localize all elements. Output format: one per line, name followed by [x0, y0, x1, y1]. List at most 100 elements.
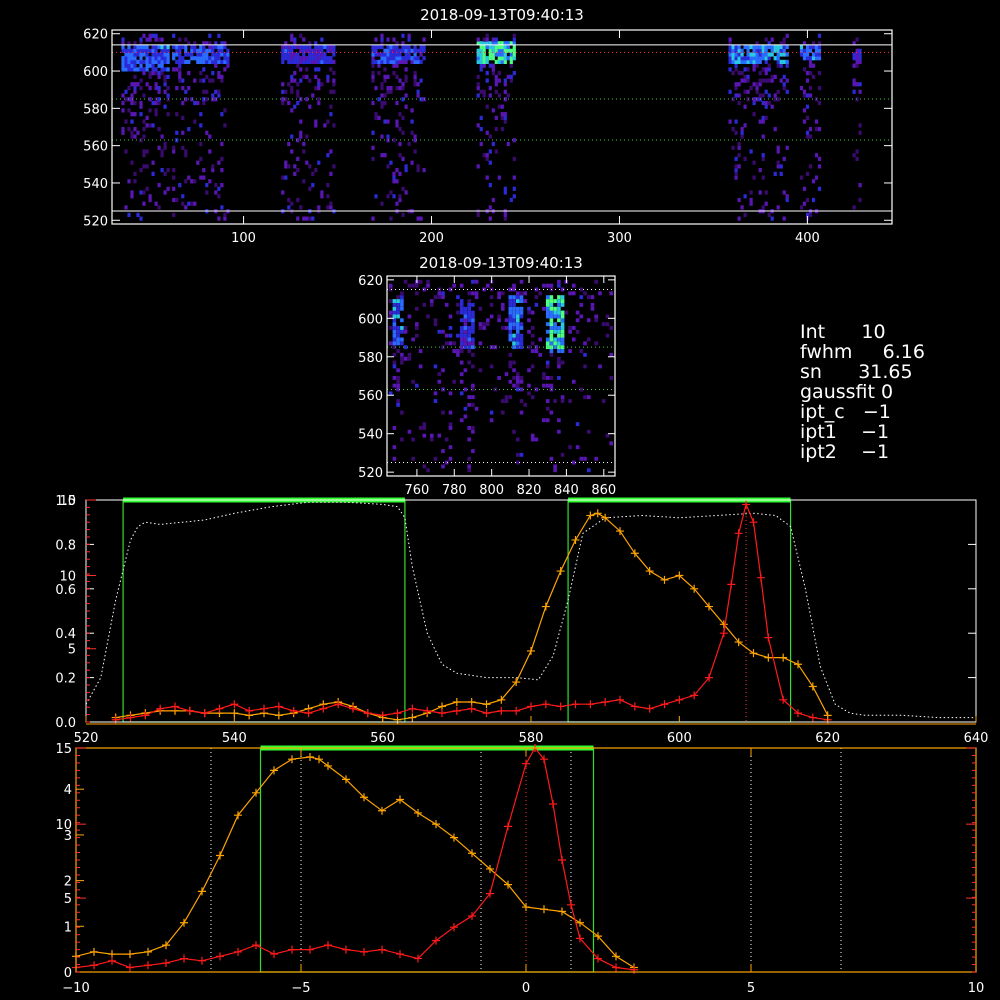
- heatmap-cell: [127, 67, 131, 72]
- heatmap-cell: [166, 48, 170, 53]
- heatmap-cell: [433, 391, 438, 396]
- data-point: [468, 849, 476, 858]
- heatmap-cell: [512, 337, 516, 342]
- heatmap-cell: [782, 52, 786, 57]
- heatmap-cell: [211, 44, 215, 50]
- heatmap-cell: [214, 63, 218, 68]
- heatmap-cell: [392, 302, 397, 307]
- heatmap-cell: [553, 310, 557, 315]
- heatmap-cell: [485, 175, 489, 180]
- heatmap-cell: [471, 352, 475, 357]
- heatmap-cell: [761, 153, 765, 158]
- heatmap-cell: [506, 74, 510, 79]
- heatmap-cell: [389, 190, 393, 195]
- heatmap-cell: [205, 41, 209, 46]
- heatmap-cell: [396, 399, 400, 403]
- heatmap-cell: [852, 205, 856, 210]
- heatmap-cell: [392, 337, 397, 342]
- heatmap-cell: [299, 33, 303, 38]
- heatmap-cell: [494, 59, 498, 64]
- heatmap-cell: [553, 322, 557, 327]
- heatmap-cell: [386, 52, 390, 57]
- heatmap-cell: [590, 306, 595, 311]
- heatmap-cell: [471, 345, 475, 350]
- heatmap-cell: [302, 149, 306, 154]
- heatmap-cell: [407, 44, 411, 50]
- heatmap-cell: [302, 52, 306, 57]
- heatmap-cell: [374, 194, 378, 199]
- data-point: [616, 695, 624, 704]
- heatmap-cell: [808, 164, 813, 169]
- heatmap-cell: [482, 287, 486, 292]
- heatmap-cell: [459, 333, 464, 338]
- heatmap-cell: [500, 44, 504, 50]
- heatmap-cell: [557, 360, 561, 365]
- heatmap-cell: [549, 456, 554, 461]
- heatmap-cell: [284, 52, 288, 57]
- heatmap-cell: [587, 318, 591, 323]
- heatmap-cell: [568, 326, 572, 330]
- heatmap-cell: [764, 48, 768, 53]
- heatmap-cell: [814, 44, 819, 50]
- heatmap-cell: [594, 279, 598, 284]
- heatmap-cell: [211, 164, 215, 169]
- heatmap-cell: [583, 364, 587, 369]
- heatmap-cell: [145, 149, 149, 154]
- heatmap-cell: [184, 205, 188, 210]
- mid-plot-frame: [386, 275, 616, 477]
- heatmap-cell: [396, 349, 400, 353]
- heatmap-cell: [767, 212, 771, 217]
- heatmap-cell: [175, 130, 179, 135]
- heatmap-cell: [396, 329, 400, 334]
- heatmap-cell: [785, 89, 789, 94]
- heatmap-cell: [151, 71, 155, 76]
- data-point: [675, 695, 684, 704]
- heatmap-cell: [392, 383, 397, 388]
- heatmap-cell: [187, 127, 191, 132]
- heatmap-cell: [740, 205, 744, 210]
- data-point: [734, 529, 743, 538]
- heatmap-cell: [121, 108, 125, 113]
- heatmap-cell: [489, 418, 494, 423]
- heatmap-cell: [601, 322, 606, 327]
- heatmap-cell: [223, 56, 227, 61]
- heatmap-cell: [199, 112, 203, 117]
- heatmap-cell: [127, 48, 131, 53]
- heatmap-cell: [127, 86, 131, 91]
- heatmap-cell: [380, 153, 384, 158]
- heatmap-cell: [166, 112, 170, 117]
- data-point: [556, 567, 565, 576]
- heatmap-cell: [852, 63, 856, 68]
- heatmap-cell: [734, 59, 738, 64]
- heatmap-cell: [226, 63, 230, 68]
- heatmap-cell: [220, 44, 224, 50]
- heatmap-cell: [329, 171, 333, 176]
- heatmap-cell: [314, 119, 318, 124]
- heatmap-cell: [290, 86, 294, 91]
- heatmap-cell: [121, 37, 125, 42]
- heatmap-cell: [311, 183, 315, 188]
- heatmap-cell: [452, 379, 456, 384]
- heatmap-cell: [467, 326, 471, 330]
- heatmap-cell: [410, 130, 414, 135]
- heatmap-cell: [474, 279, 479, 284]
- x-tick-label: 540: [222, 731, 247, 746]
- data-point: [144, 947, 152, 956]
- heatmap-cell: [389, 59, 393, 64]
- heatmap-cell: [749, 56, 753, 61]
- heatmap-cell: [855, 63, 859, 68]
- x-tick-label: 760: [404, 483, 429, 498]
- data-point: [779, 653, 788, 662]
- heatmap-cell: [163, 74, 167, 79]
- heatmap-cell: [501, 410, 505, 415]
- heatmap-cell: [746, 59, 750, 64]
- heatmap-cell: [154, 52, 158, 57]
- x-tick-label: 10: [968, 981, 985, 996]
- heatmap-cell: [489, 302, 494, 307]
- heatmap-cell: [503, 78, 507, 83]
- heatmap-cell: [217, 33, 221, 38]
- heatmap-cell: [314, 123, 318, 128]
- heatmap-cell: [805, 44, 810, 50]
- heatmap-cell: [163, 104, 167, 109]
